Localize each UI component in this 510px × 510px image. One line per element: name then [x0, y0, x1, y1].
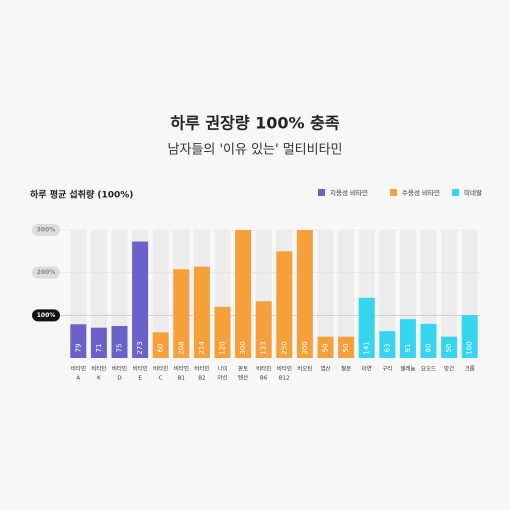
legend-label: 지용성 비타민	[330, 188, 368, 197]
value-label: 300	[239, 341, 247, 354]
value-label: 300	[301, 341, 309, 354]
legend-label: 수용성 비타민	[402, 188, 440, 197]
value-label: 60	[157, 344, 165, 353]
value-label: 273	[136, 341, 144, 354]
column-background	[317, 230, 334, 358]
subtitle: 남자들의 '이유 있는' 멀티비타민	[167, 143, 342, 158]
x-tick-label: B1	[178, 376, 185, 382]
column-background	[441, 230, 458, 358]
column-background	[379, 230, 396, 358]
x-tick-label: 철분	[341, 365, 351, 373]
bar	[214, 306, 231, 358]
value-label: 75	[116, 344, 124, 353]
bar	[90, 327, 107, 358]
bar	[461, 315, 478, 358]
legend-swatch	[452, 189, 459, 196]
x-tick-label: 구리	[382, 365, 392, 373]
bar	[276, 251, 293, 358]
x-tick-label: 비타민	[91, 365, 106, 373]
x-tick-label: 요오드	[421, 366, 436, 373]
bar	[152, 332, 169, 358]
bar	[70, 324, 87, 358]
bar	[420, 323, 437, 358]
x-tick-label: B12	[279, 376, 290, 382]
value-label: 250	[280, 341, 288, 354]
x-tick-label: 셀레늄	[400, 365, 415, 373]
x-tick-label: 망간	[444, 365, 454, 373]
x-tick-label: A	[76, 376, 80, 382]
value-label: 208	[177, 341, 185, 354]
x-tick-label: 텐산	[238, 374, 248, 382]
value-label: 214	[198, 341, 206, 355]
x-tick-label: 나이	[217, 365, 227, 373]
column-background	[338, 230, 355, 358]
x-tick-label: 비타민	[153, 365, 168, 373]
value-label: 50	[322, 344, 330, 353]
value-label: 141	[363, 341, 371, 354]
x-tick-label: D	[117, 376, 121, 382]
legend-swatch	[390, 189, 397, 196]
x-tick-label: 비타민	[174, 365, 189, 373]
legend-swatch	[318, 189, 325, 196]
x-tick-label: K	[97, 376, 101, 382]
column-background	[90, 230, 107, 358]
value-label: 50	[342, 344, 350, 353]
bar	[441, 336, 458, 358]
bar	[317, 336, 334, 358]
x-tick-label: 비타민	[112, 365, 127, 373]
y-tick-label: 300%	[37, 227, 56, 234]
y-tick-pill	[32, 266, 60, 279]
value-label: 133	[260, 341, 268, 354]
value-label: 63	[383, 344, 391, 353]
bar	[132, 241, 149, 358]
x-tick-label: 비타민	[256, 365, 271, 373]
bar	[235, 230, 252, 358]
title: 하루 권장량 100% 충족	[170, 114, 339, 133]
value-label: 79	[74, 344, 82, 353]
x-tick-label: 아신	[217, 374, 227, 382]
x-tick-label: 판토	[238, 365, 248, 373]
y-tick-label: 100%	[37, 312, 56, 319]
x-tick-label: 비오틴	[297, 365, 312, 373]
x-tick-label: B6	[260, 376, 268, 382]
bar	[338, 336, 355, 358]
y-tick-pill	[32, 309, 60, 322]
value-label: 71	[95, 344, 103, 353]
value-label: 120	[219, 341, 227, 354]
x-tick-label: 비타민	[133, 365, 148, 373]
bar	[255, 301, 272, 358]
legend-label: 미네랄	[464, 188, 482, 197]
bar	[379, 331, 396, 358]
y-tick-pill	[32, 224, 60, 236]
x-tick-label: 비타민	[71, 365, 86, 373]
chart-title: 하루 평균 섭취량 (100%)	[30, 189, 133, 201]
bar	[111, 326, 128, 358]
y-tick-label: 200%	[37, 269, 56, 276]
bar	[358, 297, 375, 358]
x-tick-label: B2	[198, 376, 205, 382]
x-tick-label: 아연	[362, 365, 372, 373]
bar	[296, 230, 313, 358]
x-tick-label: 크롬	[465, 366, 475, 373]
bar	[193, 266, 210, 358]
x-tick-label: 비타민	[277, 365, 292, 373]
x-tick-label: 엽산	[320, 365, 330, 373]
value-label: 50	[445, 344, 453, 353]
bar	[399, 319, 416, 358]
x-tick-label: C	[159, 376, 163, 382]
value-label: 91	[404, 344, 412, 353]
x-tick-label: 비타민	[194, 365, 209, 373]
value-label: 80	[425, 344, 433, 353]
value-label: 100	[466, 341, 474, 354]
x-tick-label: E	[138, 376, 142, 382]
bar	[173, 269, 190, 358]
column-background	[152, 230, 169, 358]
